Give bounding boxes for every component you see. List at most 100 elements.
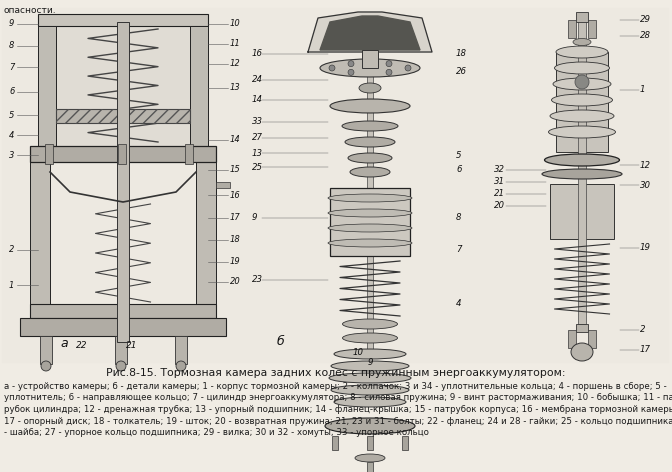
Bar [588, 330, 596, 348]
Text: 18: 18 [230, 236, 241, 244]
Text: б: б [276, 335, 284, 348]
Polygon shape [320, 16, 420, 50]
Circle shape [386, 69, 392, 76]
Text: 25: 25 [252, 162, 263, 171]
Text: 17: 17 [230, 213, 241, 222]
Text: 16: 16 [230, 191, 241, 200]
Bar [402, 436, 408, 450]
Bar [38, 14, 208, 26]
Text: 23: 23 [252, 276, 263, 285]
Bar [30, 146, 216, 162]
Bar [2, 8, 668, 362]
Text: 19: 19 [230, 258, 241, 267]
Bar [40, 336, 52, 364]
Text: - шайба; 27 - упорное кольцо подшипника; 29 - вилка; 30 и 32 - хомуты; 33 - упор: - шайба; 27 - упорное кольцо подшипника;… [4, 428, 429, 437]
Text: опасности.: опасности. [4, 6, 56, 15]
Text: 7: 7 [9, 62, 14, 71]
Text: 31: 31 [494, 177, 505, 186]
Ellipse shape [331, 385, 409, 395]
Ellipse shape [350, 167, 390, 177]
Circle shape [116, 361, 126, 371]
Polygon shape [308, 12, 432, 52]
Text: 29: 29 [640, 16, 651, 25]
Ellipse shape [328, 194, 412, 202]
Ellipse shape [328, 239, 412, 247]
Text: 13: 13 [230, 84, 241, 93]
Bar [550, 184, 614, 239]
Ellipse shape [552, 94, 612, 106]
Bar [576, 12, 588, 22]
Text: 5: 5 [456, 151, 462, 160]
Ellipse shape [343, 333, 398, 343]
Ellipse shape [575, 75, 589, 89]
Text: 18: 18 [456, 50, 467, 59]
Ellipse shape [331, 361, 409, 371]
Ellipse shape [325, 418, 415, 434]
Bar [362, 50, 378, 68]
Ellipse shape [328, 209, 412, 217]
Text: 28: 28 [640, 32, 651, 41]
Bar [45, 144, 53, 164]
Text: уплотнитель; 6 - направляющее кольцо; 7 - цилиндр энергоаккумулятора; 8 - силова: уплотнитель; 6 - направляющее кольцо; 7 … [4, 394, 672, 403]
Text: 7: 7 [456, 245, 462, 254]
Bar [117, 22, 129, 342]
Bar [38, 26, 56, 146]
Ellipse shape [329, 373, 411, 383]
Bar [185, 144, 193, 164]
Bar [576, 324, 588, 332]
Text: рубок цилиндра; 12 - дренажная трубка; 13 - упорный подшипник; 14 - фланец-крышк: рубок цилиндра; 12 - дренажная трубка; 1… [4, 405, 672, 414]
Text: 14: 14 [230, 135, 241, 144]
Text: 30: 30 [640, 180, 651, 189]
Bar [216, 182, 230, 188]
Bar [332, 436, 338, 450]
Ellipse shape [544, 154, 620, 166]
Text: 1: 1 [640, 85, 646, 94]
Text: 19: 19 [640, 244, 651, 253]
Text: 17: 17 [640, 346, 651, 354]
Circle shape [386, 61, 392, 67]
Text: 24: 24 [252, 76, 263, 84]
Text: 9: 9 [252, 213, 257, 222]
Ellipse shape [348, 153, 392, 163]
Text: 27: 27 [252, 134, 263, 143]
Text: 5: 5 [9, 110, 14, 119]
Ellipse shape [328, 224, 412, 232]
Ellipse shape [548, 126, 616, 138]
Ellipse shape [342, 121, 398, 131]
Text: 6: 6 [456, 166, 462, 175]
Text: 9: 9 [9, 19, 14, 28]
Text: 3: 3 [9, 151, 14, 160]
Text: 1: 1 [9, 280, 14, 289]
Circle shape [348, 61, 354, 67]
Text: а - устройство камеры; б - детали камеры; 1 - корпус тормозной камеры; 2 - колпа: а - устройство камеры; б - детали камеры… [4, 382, 667, 391]
Bar [196, 162, 216, 304]
Ellipse shape [571, 343, 593, 361]
Bar [30, 304, 216, 318]
Ellipse shape [550, 110, 614, 122]
Text: Рис.8-15. Тормозная камера задних колес с пружинным энергоаккумулятором:: Рис.8-15. Тормозная камера задних колес … [106, 368, 566, 378]
Bar [367, 14, 373, 352]
Ellipse shape [542, 169, 622, 179]
Text: 10: 10 [230, 19, 241, 28]
Circle shape [329, 65, 335, 71]
Text: а: а [60, 337, 68, 350]
Text: 2: 2 [640, 326, 646, 335]
Bar [578, 17, 586, 324]
Text: 16: 16 [252, 50, 263, 59]
Ellipse shape [359, 83, 381, 93]
Ellipse shape [330, 99, 410, 113]
Bar [588, 20, 596, 38]
Ellipse shape [573, 39, 591, 45]
Text: 4: 4 [456, 300, 462, 309]
Bar [367, 462, 373, 472]
Text: 20: 20 [494, 202, 505, 211]
Ellipse shape [334, 397, 406, 407]
Text: 13: 13 [252, 149, 263, 158]
Text: 6: 6 [9, 87, 14, 96]
Bar [20, 318, 226, 336]
Text: 26: 26 [456, 67, 467, 76]
Bar [30, 162, 50, 304]
Text: 17 - опорный диск; 18 - толкатель; 19 - шток; 20 - возвратная пружина; 21, 23 и : 17 - опорный диск; 18 - толкатель; 19 - … [4, 416, 672, 425]
Text: 21: 21 [126, 342, 138, 351]
Ellipse shape [355, 454, 385, 462]
